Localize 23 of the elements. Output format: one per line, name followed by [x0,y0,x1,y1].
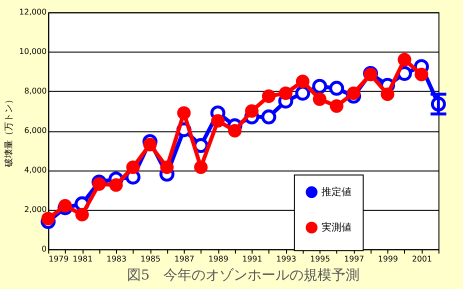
x-tick-label: 1995 [310,254,330,264]
y-tick-label: 10,000 [19,47,47,56]
x-tick-label: 1991 [242,254,262,264]
x-tick-label: 2001 [412,254,432,264]
x-tick-label: 1999 [378,254,398,264]
x-tick-label: 1985 [140,254,160,264]
x-tick-label: 1987 [174,254,194,264]
y-tick-label: 8,000 [24,86,47,96]
legend-label: 推定値 [321,186,352,198]
y-tick-label: 6,000 [24,126,47,136]
y-tick-label: 4,000 [24,166,47,175]
x-tick-label: 1993 [276,254,296,264]
x-tick-label: 1997 [344,254,364,264]
y-tick-label: 2,000 [24,205,47,214]
x-tick-label: 1989 [208,254,228,264]
x-tick-label: 1981 [72,254,93,264]
x-tick-label: 1983 [106,254,127,264]
legend-label: 実測値 [321,222,352,234]
x-tick-label: 1979 [48,254,69,264]
text: 図5 今年のオゾンホールの規模予測 [126,268,360,284]
y-tick-label: 0 [42,244,47,254]
y-tick-label: 12,000 [19,8,47,17]
y-axis-title: 破壊量（万トン） [3,95,14,168]
